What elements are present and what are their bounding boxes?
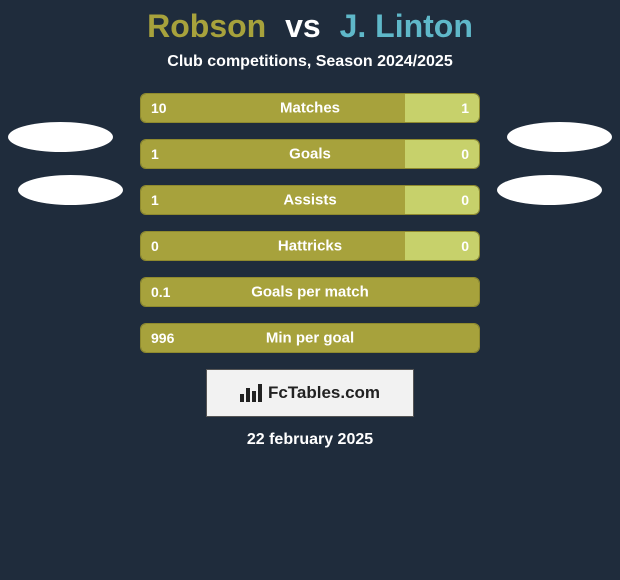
stat-row: Goals per match 0.1 xyxy=(140,277,480,307)
stat-row: Assists 1 0 xyxy=(140,185,480,215)
stat-value-right: 0 xyxy=(461,238,469,254)
player1-name: Robson xyxy=(147,8,266,44)
stat-value-left: 996 xyxy=(151,330,174,346)
stat-label: Matches xyxy=(280,100,340,117)
stat-value-left: 10 xyxy=(151,100,167,116)
stat-value-left: 0.1 xyxy=(151,284,170,300)
stat-value-left: 0 xyxy=(151,238,159,254)
stat-value-right: 0 xyxy=(461,146,469,162)
stat-value-right: 0 xyxy=(461,192,469,208)
stat-row: Goals 1 0 xyxy=(140,139,480,169)
stat-value-left: 1 xyxy=(151,146,159,162)
stat-row: Min per goal 996 xyxy=(140,323,480,353)
bar-left xyxy=(141,186,405,214)
player2-avatar-bottom xyxy=(497,175,602,205)
player1-avatar-bottom xyxy=(18,175,123,205)
stat-label: Goals xyxy=(289,146,331,163)
bar-left xyxy=(141,140,405,168)
vs-label: vs xyxy=(285,8,321,44)
player2-name: J. Linton xyxy=(340,8,473,44)
stat-value-right: 1 xyxy=(461,100,469,116)
player2-avatar-top xyxy=(507,122,612,152)
stat-label: Min per goal xyxy=(266,330,354,347)
bar-left xyxy=(141,232,405,260)
stat-row: Hattricks 0 0 xyxy=(140,231,480,261)
stat-label: Assists xyxy=(283,192,336,209)
stat-value-left: 1 xyxy=(151,192,159,208)
logo-text: FcTables.com xyxy=(268,383,380,403)
stat-row: Matches 10 1 xyxy=(140,93,480,123)
comparison-card: Robson vs J. Linton Club competitions, S… xyxy=(0,0,620,580)
title: Robson vs J. Linton xyxy=(0,8,620,45)
stat-label: Goals per match xyxy=(251,284,369,301)
bar-left xyxy=(141,94,405,122)
logo-box: FcTables.com xyxy=(206,369,414,417)
subtitle: Club competitions, Season 2024/2025 xyxy=(0,53,620,71)
chart-icon xyxy=(240,384,262,402)
player1-avatar-top xyxy=(8,122,113,152)
date-label: 22 february 2025 xyxy=(0,431,620,449)
stat-label: Hattricks xyxy=(278,238,342,255)
stats-rows: Matches101Goals10Assists10Hattricks00Goa… xyxy=(140,93,480,353)
